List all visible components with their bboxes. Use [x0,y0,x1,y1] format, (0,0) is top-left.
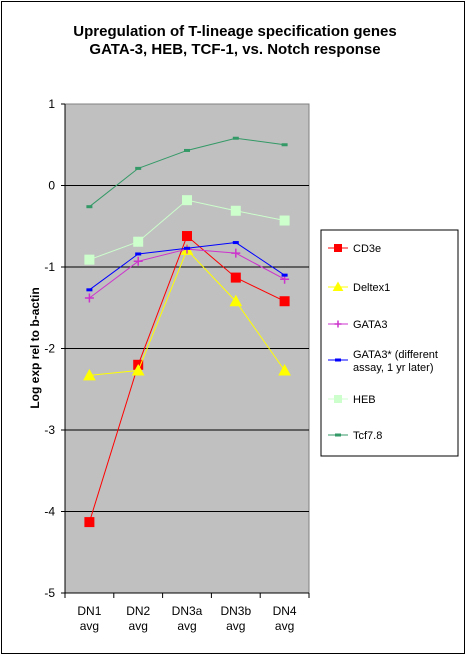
legend-box [320,229,459,457]
legend-marker-heb [334,395,342,403]
data-point-gata3-different-assay-1-yr-later [135,252,142,256]
data-point-gata3-different-assay-1-yr-later [232,241,239,245]
x-tick-label: DN2 avg [126,604,150,633]
data-point-gata3 [231,248,241,258]
data-point-heb [84,254,95,265]
data-point-gata3-different-assay-1-yr-later [86,288,93,292]
chart-title-line-2: GATA-3, HEB, TCF-1, vs. Notch response [89,41,380,58]
data-point-tcf7-8 [86,205,93,209]
y-tick-label: -4 [44,505,55,519]
legend-label-tcf7-8: Tcf7.8 [353,430,382,442]
y-tick-label: 0 [48,179,55,193]
data-point-deltex1 [278,363,291,376]
data-point-heb [182,195,192,206]
legend-marker-deltex1 [332,281,344,291]
data-point-tcf7-8 [184,148,190,152]
y-tick-label: -2 [44,342,55,356]
x-tick-label: DN3a avg [172,604,203,633]
data-point-tcf7-8 [135,166,142,170]
x-tick-label: DN3b avg [220,604,251,633]
data-point-deltex1 [229,294,243,307]
chart-title-line-1: Upregulation of T-lineage specification … [73,23,396,40]
y-tick-label: 1 [48,97,55,111]
y-tick-label: -5 [44,586,55,600]
data-point-gata3-different-assay-1-yr-later [184,246,190,250]
y-tick-label: -1 [44,260,55,274]
data-point-gata3 [84,293,94,303]
legend-marker-tcf7-8 [335,433,341,437]
y-axis-title: Log exp rel to b-actin [28,287,42,408]
legend-label-cd3e: CD3e [353,243,381,255]
data-point-heb [279,215,290,226]
data-point-heb [230,205,241,216]
data-point-heb [133,236,144,247]
data-point-gata3 [133,256,143,266]
data-point-cd3e [279,296,290,307]
data-point-tcf7-8 [281,143,288,147]
legend-label-gata3-different-assay-1-yr-later: GATA3* (different assay, 1 yr later) [353,349,438,374]
x-tick-label: DN1 avg [77,604,101,633]
y-tick-label: -3 [44,423,55,437]
legend-marker-gata3 [334,320,342,328]
x-tick-label: DN4 avg [273,604,297,633]
data-point-tcf7-8 [232,136,239,140]
legend-marker-gata3-different-assay-1-yr-later [335,358,341,362]
data-point-cd3e [182,231,192,242]
legend-label-deltex1: Deltex1 [353,282,390,294]
data-point-cd3e [84,517,95,528]
legend-label-gata3: GATA3 [353,319,387,331]
legend-label-heb: HEB [353,394,376,406]
data-point-cd3e [230,272,241,283]
data-point-gata3-different-assay-1-yr-later [281,273,288,277]
data-point-deltex1 [131,363,145,376]
legend-marker-cd3e [334,244,342,252]
data-point-deltex1 [83,368,96,381]
